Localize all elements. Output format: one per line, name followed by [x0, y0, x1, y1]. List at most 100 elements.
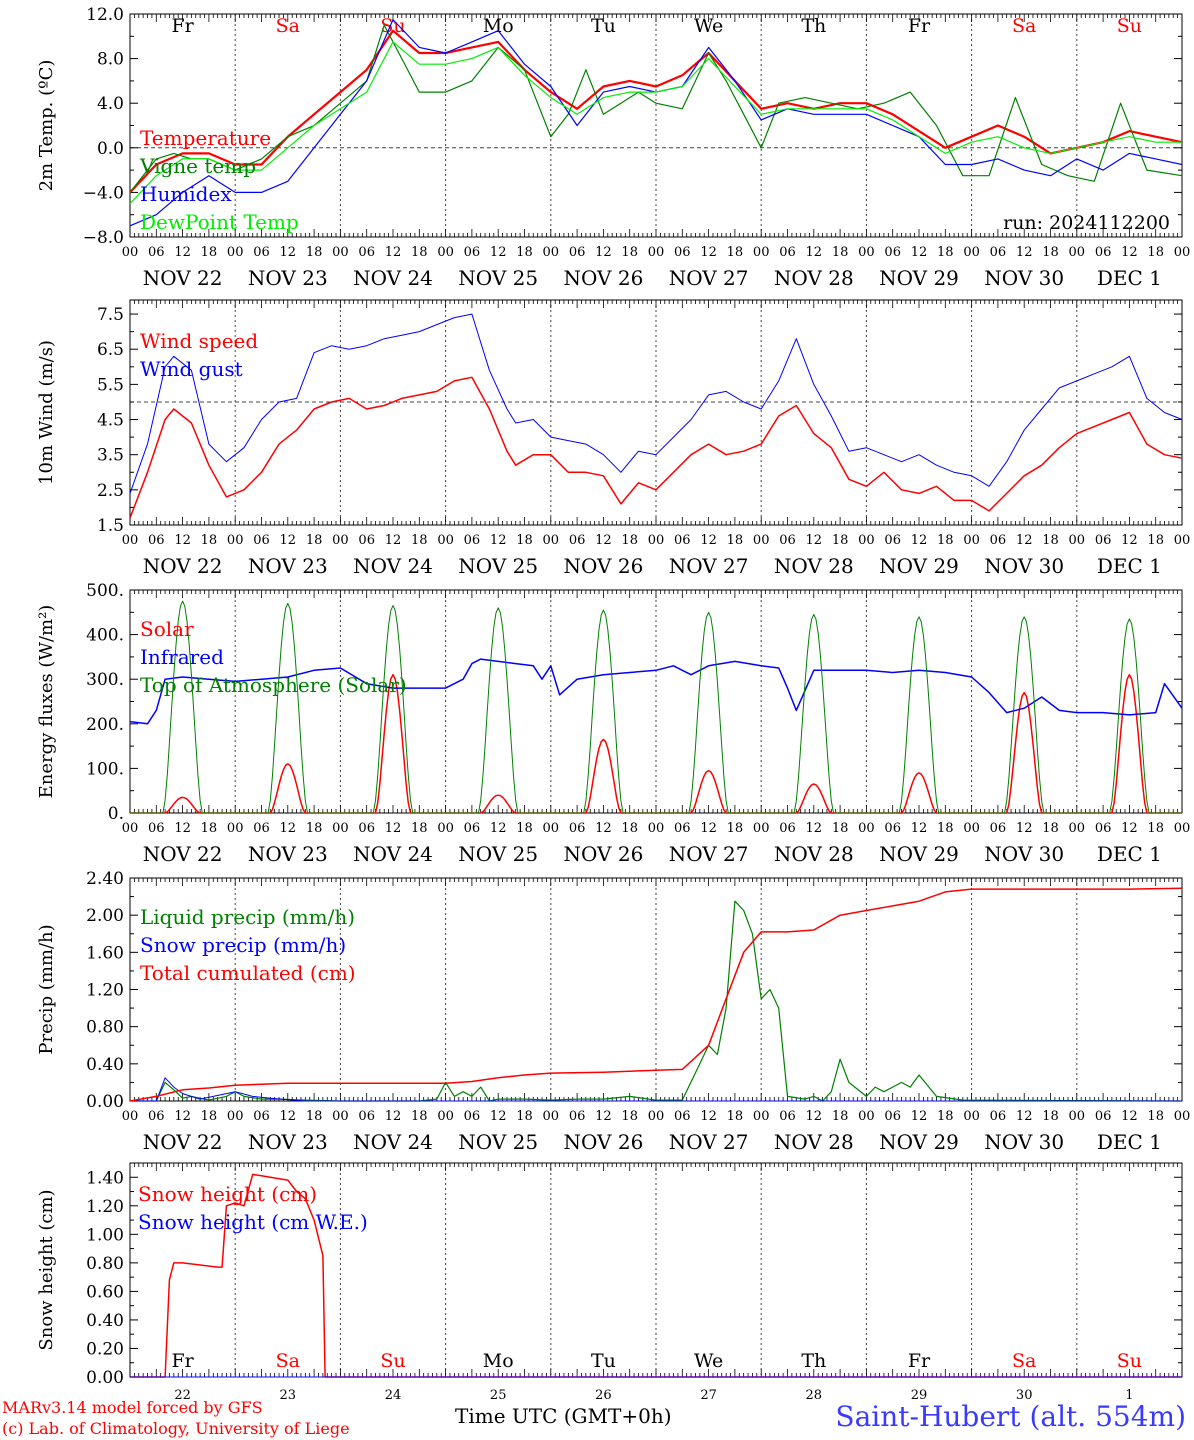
y-tick-label: 300. — [86, 670, 124, 690]
legend-entry: Snow height (cm W.E.) — [138, 1210, 368, 1234]
hour-label: 18 — [832, 821, 849, 836]
hour-label: 18 — [516, 533, 533, 548]
hour-label: 00 — [227, 1109, 244, 1124]
hour-label: 00 — [437, 821, 454, 836]
date-label: NOV 28 — [774, 266, 854, 290]
legend-entry: Snow precip (mm/h) — [140, 933, 346, 957]
hour-label: 06 — [884, 1109, 901, 1124]
hour-label: 12 — [490, 533, 507, 548]
hour-label: 12 — [806, 533, 823, 548]
date-label: NOV 22 — [143, 554, 223, 578]
hour-label: 00 — [963, 245, 980, 260]
weekday-label: We — [694, 1350, 723, 1372]
weekday-label: Su — [380, 1350, 405, 1372]
series-line-wind-gust — [129, 313, 1183, 494]
day-number-label: 22 — [174, 1388, 191, 1403]
hour-label: 00 — [122, 533, 139, 548]
hour-label: 18 — [727, 533, 744, 548]
hour-label: 18 — [832, 1109, 849, 1124]
hour-label: 12 — [174, 821, 191, 836]
hour-label: 12 — [385, 821, 402, 836]
hour-label: 12 — [911, 1109, 928, 1124]
hour-label: 12 — [385, 245, 402, 260]
hour-label: 12 — [280, 533, 297, 548]
y-tick-label: 12.0 — [86, 5, 124, 25]
hour-label: 00 — [963, 533, 980, 548]
day-number-label: 29 — [911, 1388, 928, 1403]
hour-label: 00 — [437, 1109, 454, 1124]
y-tick-label: 0.20 — [86, 1339, 124, 1359]
hour-label: 12 — [385, 533, 402, 548]
credit-line-1: MARv3.14 model forced by GFS — [2, 1398, 263, 1417]
date-label: NOV 26 — [564, 266, 644, 290]
date-label: DEC 1 — [1097, 1130, 1162, 1154]
legend-entry: Wind gust — [140, 357, 243, 381]
hour-label: 06 — [253, 1109, 270, 1124]
hour-label: 18 — [306, 1109, 323, 1124]
hour-label: 00 — [753, 533, 770, 548]
hour-label: 18 — [516, 1109, 533, 1124]
hour-label: 00 — [858, 245, 875, 260]
day-number-label: 28 — [806, 1388, 823, 1403]
hour-label: 00 — [858, 821, 875, 836]
hour-label: 06 — [1095, 1109, 1112, 1124]
y-tick-label: 0.0 — [97, 139, 124, 159]
date-label: NOV 29 — [879, 1130, 959, 1154]
hour-label: 06 — [253, 245, 270, 260]
series-line-snow-height-cm- — [130, 1173, 1182, 1378]
date-label: NOV 22 — [143, 842, 223, 866]
y-tick-label: 2.00 — [86, 906, 124, 926]
hour-label: 18 — [201, 533, 218, 548]
hour-label: 00 — [122, 821, 139, 836]
legend-entry: Infrared — [140, 645, 224, 669]
date-label: NOV 29 — [879, 842, 959, 866]
legend-entry: DewPoint Temp — [140, 210, 299, 234]
legend-entry: Liquid precip (mm/h) — [140, 905, 355, 929]
panel-snow: 0.00 0.20 0.40 0.60 0.80 1.00 1.20 1.40 Snow hei… — [36, 1162, 1183, 1403]
hour-label: 06 — [148, 821, 165, 836]
hour-label: 18 — [937, 245, 954, 260]
hour-label: 00 — [648, 821, 665, 836]
hour-label: 12 — [911, 245, 928, 260]
weekday-label: Su — [1117, 15, 1142, 37]
hour-label: 12 — [595, 1109, 612, 1124]
hour-label: 18 — [937, 1109, 954, 1124]
hour-label: 00 — [858, 533, 875, 548]
date-label: NOV 23 — [248, 842, 328, 866]
hour-label: 12 — [700, 821, 717, 836]
hour-label: 18 — [727, 245, 744, 260]
weekday-label: Su — [380, 15, 405, 37]
hour-label: 06 — [779, 533, 796, 548]
hour-label: 00 — [1069, 245, 1086, 260]
hour-label: 00 — [1069, 821, 1086, 836]
hour-label: 12 — [595, 245, 612, 260]
hour-label: 00 — [543, 533, 560, 548]
hour-label: 12 — [595, 821, 612, 836]
hour-label: 18 — [201, 1109, 218, 1124]
y-tick-label: 0.40 — [86, 1311, 124, 1331]
weekday-label: Sa — [1012, 1350, 1036, 1372]
y-tick-label: 2.5 — [97, 481, 124, 501]
hour-label: 12 — [490, 821, 507, 836]
y-tick-label: 1.20 — [86, 1197, 124, 1217]
hour-label: 06 — [253, 821, 270, 836]
hour-label: 00 — [122, 1109, 139, 1124]
legend-entry: Snow height (cm) — [138, 1182, 317, 1206]
series-line-wind-speed — [129, 376, 1183, 519]
hour-label: 06 — [884, 821, 901, 836]
y-tick-label: 0.80 — [86, 1254, 124, 1274]
date-label: NOV 24 — [353, 554, 433, 578]
date-label: NOV 29 — [879, 266, 959, 290]
y-tick-label: 2.40 — [86, 869, 124, 889]
hour-label: 18 — [306, 533, 323, 548]
hour-label: 12 — [700, 533, 717, 548]
hour-label: 00 — [332, 533, 349, 548]
hour-label: 06 — [464, 1109, 481, 1124]
y-tick-label: 0.80 — [86, 1018, 124, 1038]
date-label: NOV 25 — [458, 842, 538, 866]
hour-label: 00 — [1174, 1109, 1191, 1124]
hour-label: 00 — [753, 1109, 770, 1124]
series-line-snow-precip-mm-h- — [130, 1077, 1182, 1102]
legend-entry: Top of Atmosphere (Solar) — [140, 673, 407, 697]
y-tick-label: 1.20 — [86, 981, 124, 1001]
